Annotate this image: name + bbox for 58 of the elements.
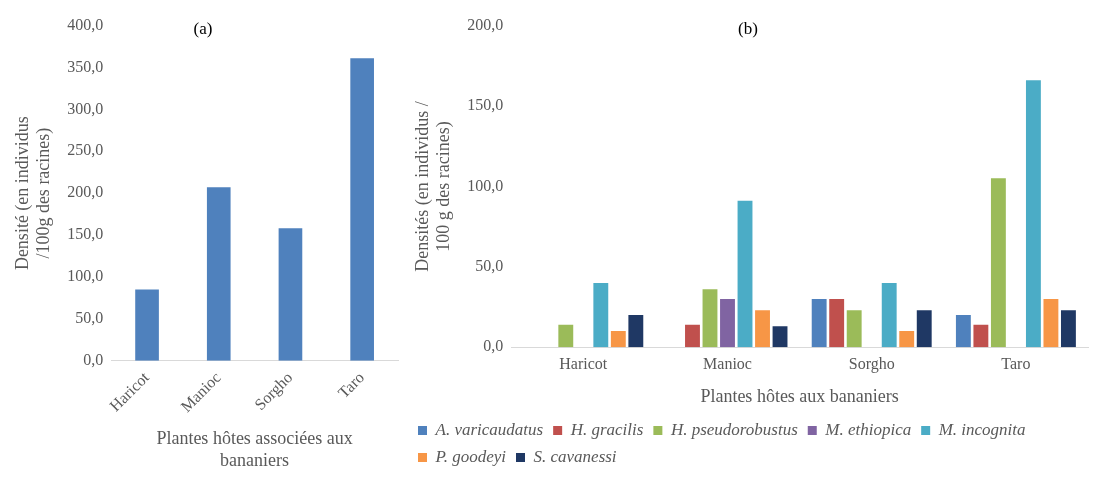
y-tick-label: 150,0 — [67, 225, 104, 243]
y-tick-label: 100,0 — [67, 267, 104, 285]
bar — [990, 178, 1006, 348]
bar — [610, 331, 626, 348]
bar — [628, 315, 644, 348]
bar — [685, 324, 700, 348]
legend-label: M. incognita — [937, 419, 1026, 439]
y-tick-label: 50,0 — [75, 308, 104, 326]
bar — [955, 315, 971, 348]
x-tick-label: Taro — [1001, 355, 1031, 372]
bar — [278, 228, 303, 361]
bar — [558, 324, 574, 348]
bar — [350, 58, 374, 361]
legend-label: S. cavanessi — [533, 446, 617, 466]
bar — [702, 289, 718, 348]
bar — [755, 310, 770, 348]
x-axis-title: Plantes hôtes associées aux bananiers — [156, 428, 353, 470]
bar — [899, 331, 915, 348]
y-tick-label: 0,0 — [483, 337, 504, 355]
x-axis-title: Plantes hôtes aux bananiers — [700, 385, 899, 406]
y-tick-label: 150,0 — [467, 96, 504, 114]
y-tick-label: 300,0 — [67, 99, 104, 117]
x-tick-label: Manioc — [703, 355, 752, 372]
legend-label: H. gracilis — [569, 419, 644, 439]
chart-title: (a) — [193, 18, 213, 38]
y-tick-label: 50,0 — [475, 257, 504, 274]
x-tick-label: Haricot — [559, 355, 608, 372]
x-tick-label: Taro — [334, 368, 368, 402]
y-tick-label: 350,0 — [67, 57, 104, 75]
y-tick-label: 250,0 — [67, 141, 104, 159]
y-axis-title: Densités (en individus / 100 g des racines) — [411, 101, 455, 272]
bar — [811, 298, 827, 348]
legend-label: M. ethiopica — [824, 419, 912, 439]
y-tick-label: 400,0 — [67, 15, 104, 33]
bar — [916, 310, 932, 348]
bar — [1060, 310, 1076, 348]
y-axis-title: Densité (en individus /100g des racines) — [11, 116, 55, 271]
y-tick-label: 0,0 — [83, 350, 104, 368]
bar — [135, 289, 159, 361]
bar — [206, 187, 231, 361]
bar — [1043, 298, 1059, 348]
bar — [1025, 80, 1041, 348]
bar — [846, 310, 862, 348]
bar — [829, 298, 845, 348]
bar — [881, 282, 897, 348]
y-tick-label: 100,0 — [467, 176, 504, 194]
y-tick-label: 200,0 — [467, 15, 504, 33]
legend-label: P. goodeyi — [434, 446, 507, 466]
bar — [720, 298, 735, 348]
bar — [737, 200, 753, 348]
y-tick-label: 200,0 — [67, 183, 104, 201]
bar — [973, 324, 989, 348]
bar — [772, 326, 788, 348]
x-tick-label: Sorgho — [848, 355, 895, 373]
chart-title: (b) — [738, 18, 758, 38]
bar — [593, 282, 609, 348]
legend-label: H. pseudorobustus — [669, 419, 799, 439]
legend-label: A. varicaudatus — [434, 419, 544, 439]
